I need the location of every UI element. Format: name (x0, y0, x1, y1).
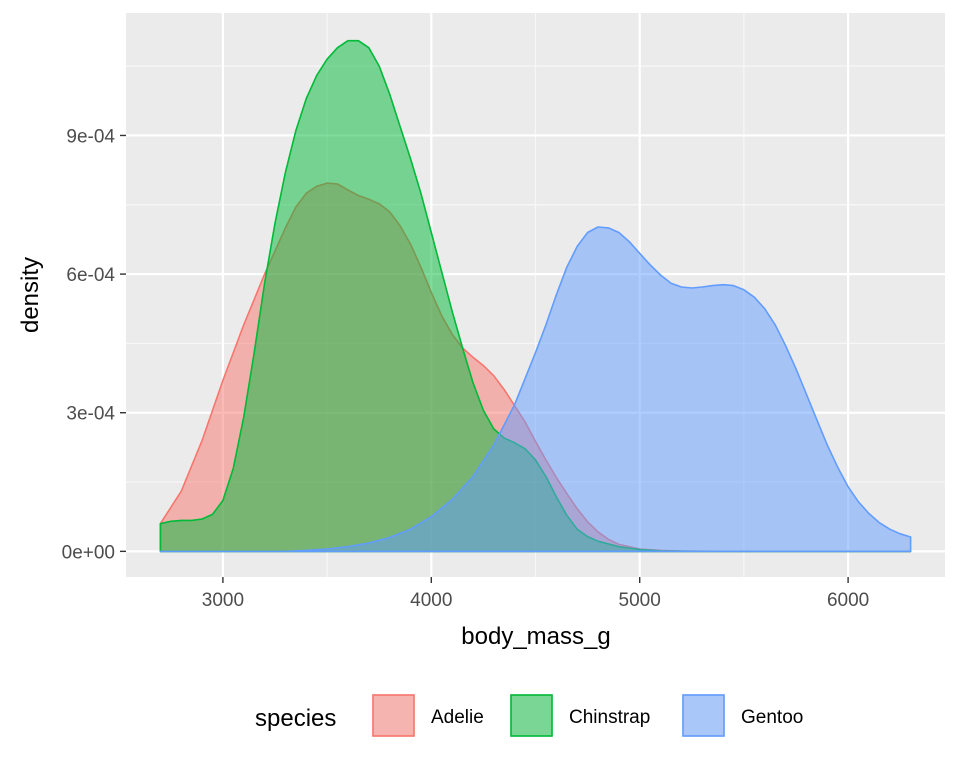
y-axis: 0e+00 3e-04 6e-04 9e-04 (62, 126, 126, 563)
legend-label-gentoo: Gentoo (741, 707, 803, 728)
legend-key-gentoo (682, 694, 725, 737)
y-tick-label: 0e+00 (62, 542, 115, 563)
y-tick-label: 9e-04 (66, 126, 115, 147)
legend-key-adelie (372, 694, 415, 737)
x-tick-label: 5000 (619, 590, 661, 611)
x-tick-label: 3000 (202, 590, 244, 611)
x-axis: 3000 4000 5000 6000 (202, 577, 869, 611)
y-tick-label: 6e-04 (66, 265, 115, 286)
y-axis-title: density (17, 257, 44, 333)
legend-items: Adelie Chinstrap Gentoo (372, 694, 803, 737)
x-tick-label: 4000 (410, 590, 452, 611)
x-tick-label: 6000 (827, 590, 869, 611)
legend-title: species (255, 705, 336, 732)
legend-label-adelie: Adelie (431, 707, 484, 728)
legend-label-chinstrap: Chinstrap (569, 707, 650, 728)
legend-key-chinstrap (510, 694, 553, 737)
x-axis-title: body_mass_g (461, 623, 610, 650)
y-tick-label: 3e-04 (66, 404, 115, 425)
density-areas (159, 39, 912, 553)
legend: species Adelie Chinstrap Gentoo (255, 694, 803, 737)
density-area-gentoo (159, 226, 912, 553)
